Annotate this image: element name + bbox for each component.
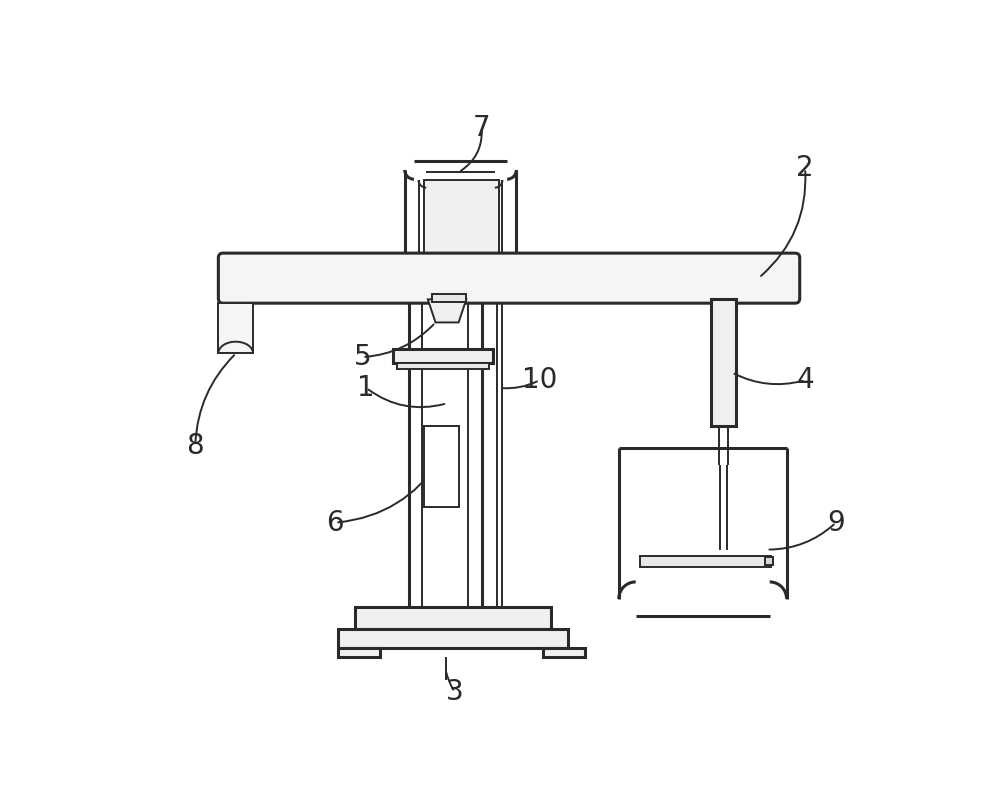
Bar: [543, 648, 585, 657]
Bar: [397, 363, 489, 368]
Text: 10: 10: [522, 366, 557, 394]
Text: 3: 3: [446, 678, 464, 706]
Bar: [355, 607, 551, 629]
Text: 7: 7: [473, 114, 491, 141]
Bar: [338, 648, 380, 657]
Bar: [218, 303, 253, 353]
Wedge shape: [218, 336, 253, 353]
Bar: [424, 180, 499, 253]
Text: 4: 4: [796, 366, 814, 394]
Text: 1: 1: [357, 374, 375, 402]
Bar: [338, 629, 568, 648]
Text: 5: 5: [354, 343, 371, 371]
FancyBboxPatch shape: [218, 253, 800, 303]
Bar: [432, 294, 466, 302]
Text: 8: 8: [186, 432, 204, 460]
Bar: [424, 426, 459, 507]
Polygon shape: [428, 299, 466, 322]
Text: 9: 9: [827, 509, 845, 537]
Bar: [393, 349, 493, 363]
Bar: [711, 299, 736, 426]
Text: 6: 6: [327, 509, 344, 537]
Bar: [640, 556, 771, 567]
Text: 2: 2: [796, 154, 814, 183]
Bar: [765, 557, 773, 565]
